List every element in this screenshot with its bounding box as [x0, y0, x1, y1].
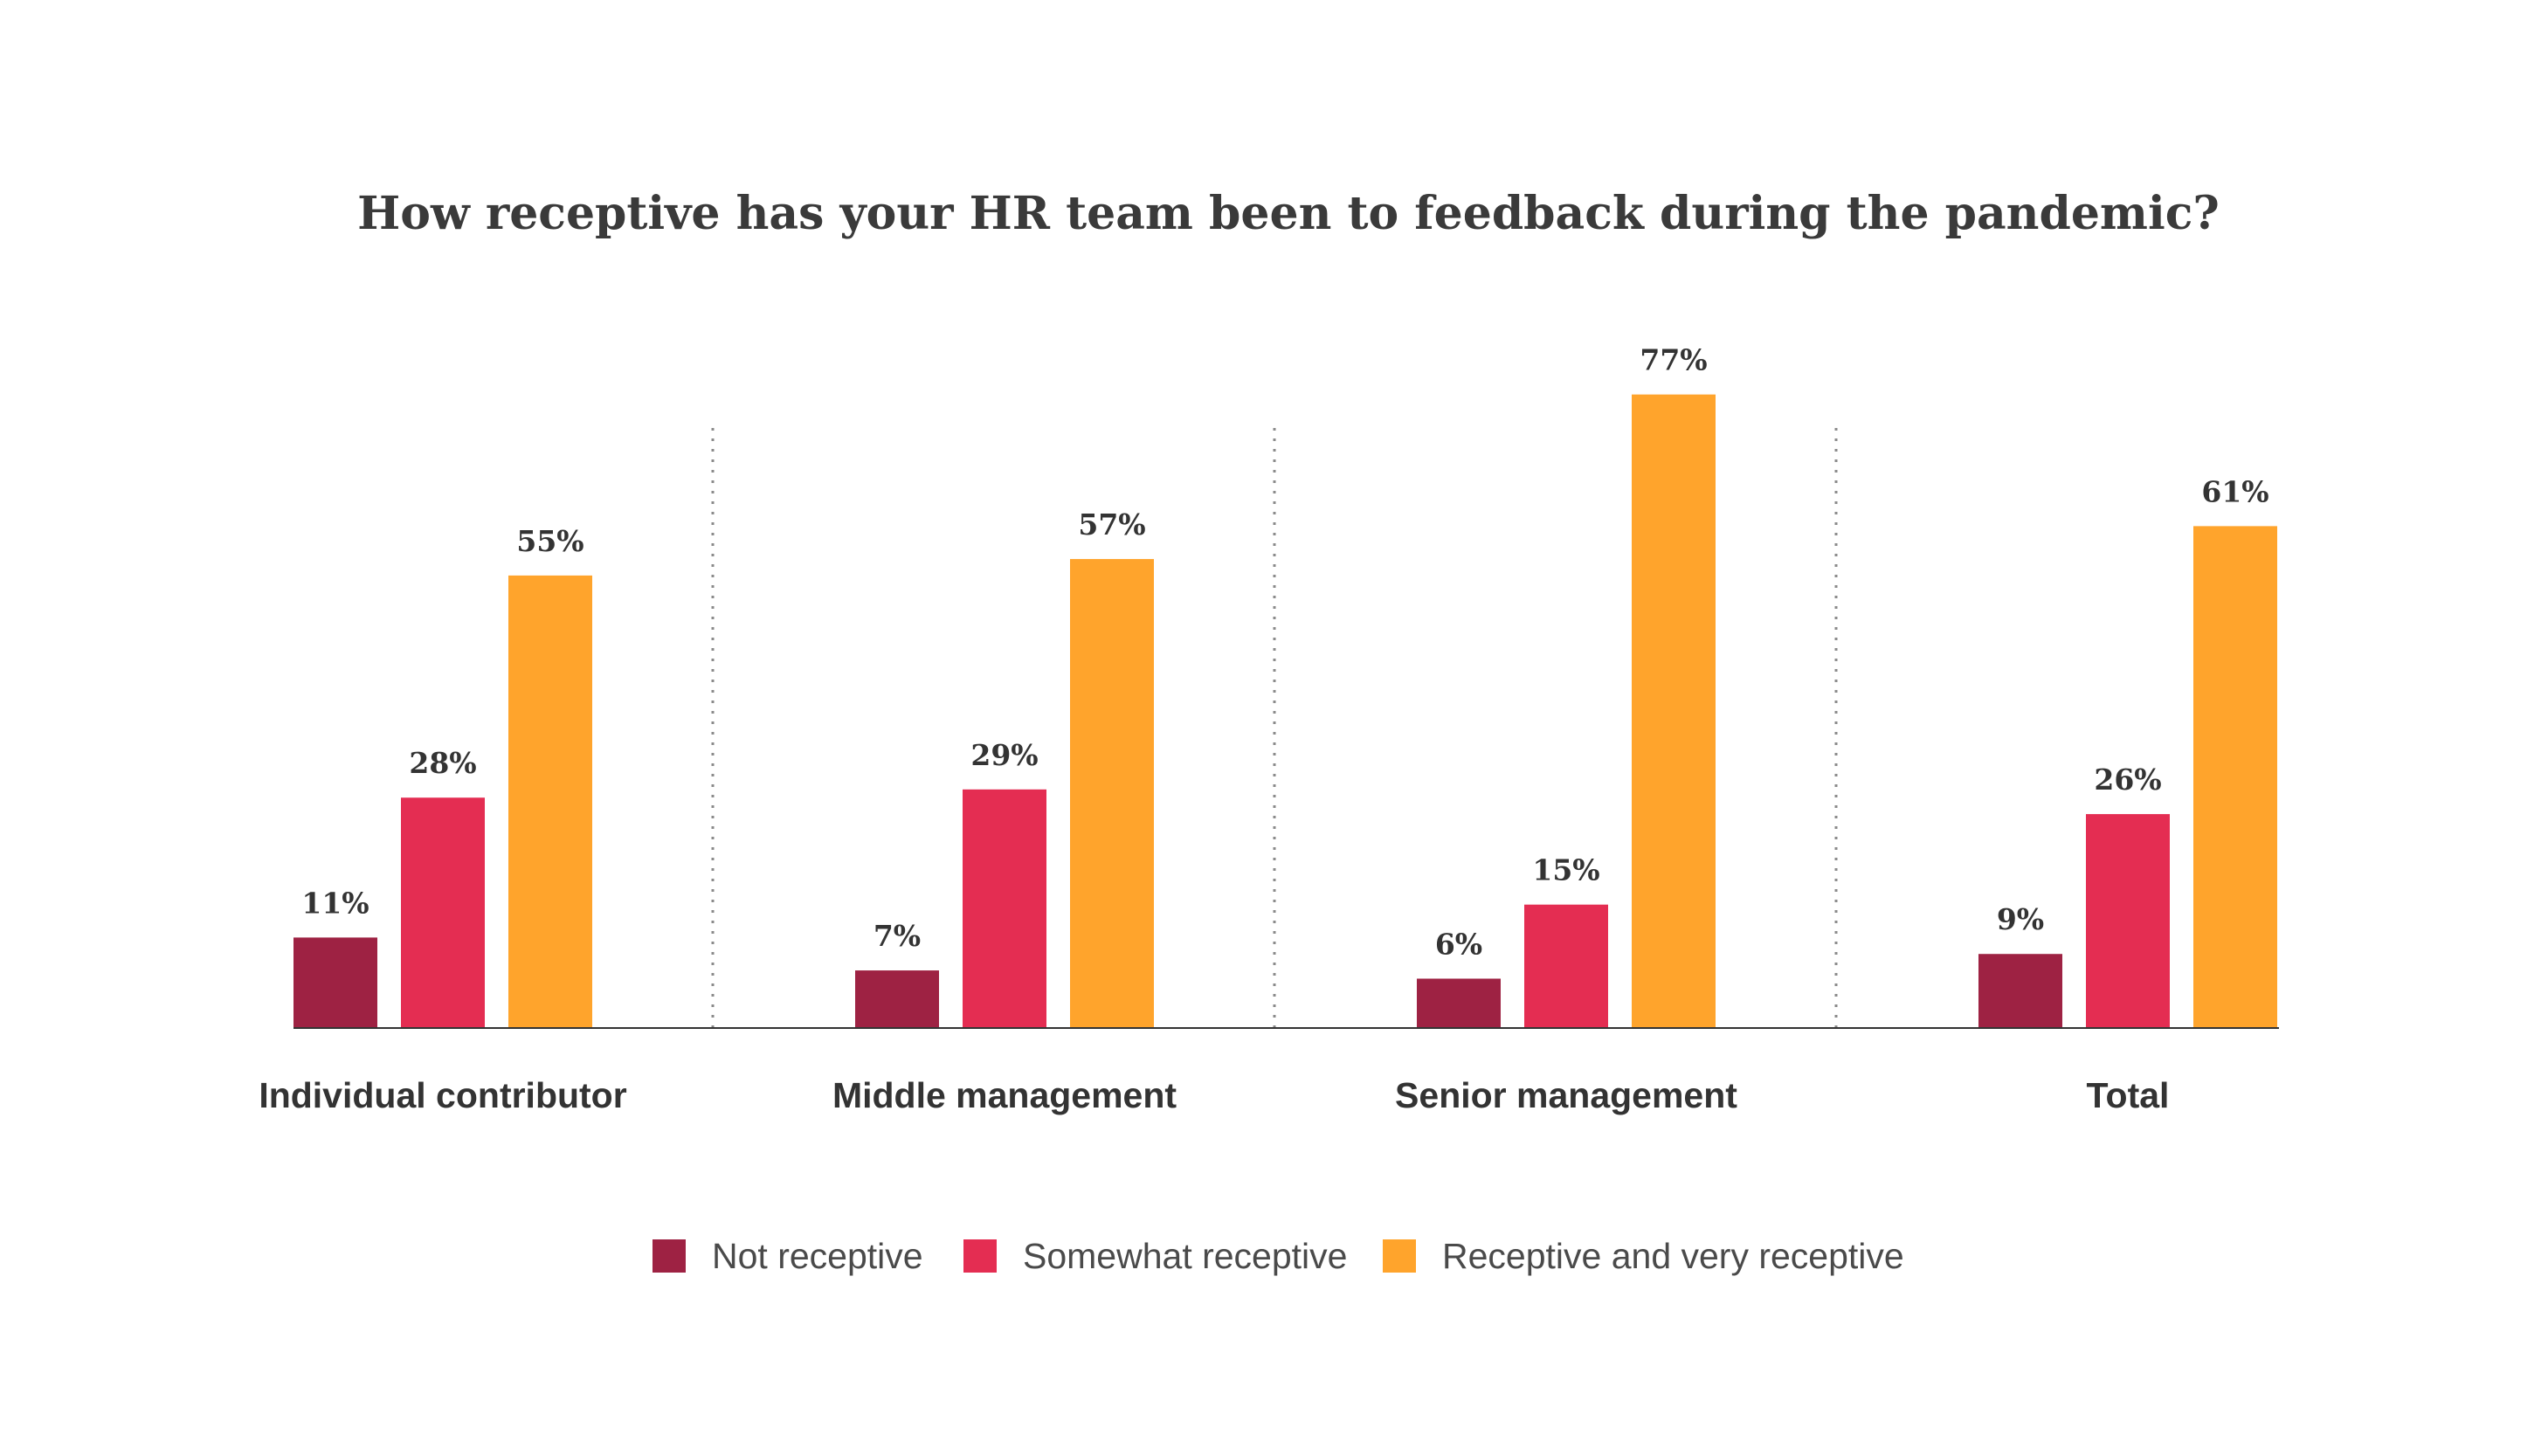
category-labels-group: Individual contributor Middle management S… [259, 1075, 2169, 1115]
value-label: 61% [2201, 474, 2268, 508]
value-label: 77% [1640, 343, 1707, 377]
bar [1632, 394, 1716, 1028]
value-label: 15% [1532, 853, 1599, 887]
legend-label: Receptive and very receptive [1442, 1236, 1904, 1276]
chart-title: How receptive has your HR team been to f… [357, 187, 2220, 240]
value-label: 11% [301, 886, 369, 920]
value-label: 28% [409, 746, 476, 780]
bar [1417, 978, 1501, 1028]
category-label: Total [2087, 1075, 2170, 1115]
bar [2193, 526, 2277, 1028]
bar [963, 789, 1046, 1028]
bars-group [293, 394, 2277, 1028]
category-label: Individual contributor [259, 1075, 626, 1115]
legend-label: Somewhat receptive [1023, 1236, 1347, 1276]
value-label: 6% [1435, 927, 1482, 961]
bar [855, 970, 939, 1028]
legend-swatch [1383, 1239, 1416, 1273]
value-label: 29% [970, 738, 1038, 772]
value-label: 7% [874, 919, 921, 953]
legend-label: Not receptive [712, 1236, 923, 1276]
legend: Not receptive Somewhat receptive Receptive… [653, 1236, 1904, 1276]
category-label: Senior management [1395, 1075, 1737, 1115]
bar [508, 575, 592, 1028]
value-label: 57% [1078, 507, 1145, 542]
value-labels-group: 11% 28% 55% 7% 29% 57% 6% 15% 77% 9% 26% 61% [301, 343, 2268, 962]
category-label: Middle management [832, 1075, 1177, 1115]
bar [2086, 814, 2170, 1028]
value-label: 55% [516, 524, 583, 558]
bar [401, 797, 485, 1028]
value-label: 26% [2094, 763, 2161, 797]
bar [1524, 904, 1608, 1028]
bar [293, 937, 377, 1028]
legend-swatch [653, 1239, 686, 1273]
value-label: 9% [1997, 902, 2044, 936]
legend-swatch [963, 1239, 997, 1273]
bar [1978, 954, 2062, 1028]
bar [1070, 559, 1154, 1028]
